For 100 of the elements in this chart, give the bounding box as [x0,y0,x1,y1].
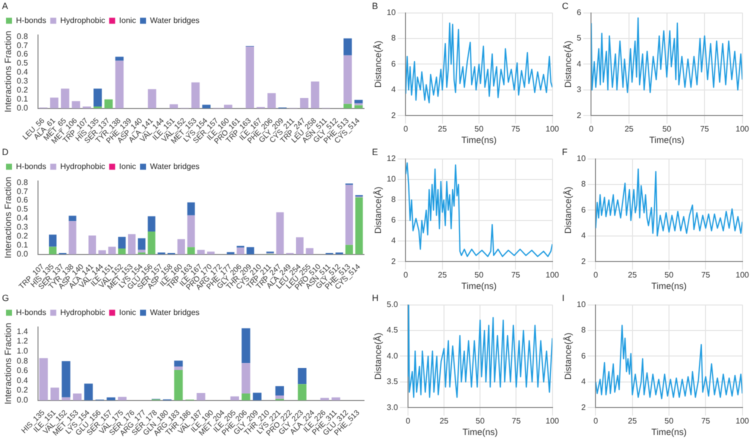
x-tick-label: 100 [546,270,560,280]
y-tick-label: 8 [581,180,586,189]
bar [275,386,284,396]
y-tick-label: 0.7 [16,186,28,196]
y-tick-label: 4.5 [386,326,398,335]
y-tick-label: 4 [391,85,396,94]
y-tick-label: 0.1 [16,240,28,250]
legend-label: Hydrophobic [60,308,106,318]
y-tick-label: 0.0 [16,250,28,259]
y-tick-label: 4.0 [386,351,398,360]
legend-label: Hydrophobic [60,162,106,172]
x-tick-label: 75 [512,416,522,426]
legend-label: Water bridges [150,16,200,26]
y-axis-title: Distance(Å) [562,186,573,234]
y-tick-label: 4 [581,231,586,240]
y-tick-label: 4 [576,59,582,68]
y-tick-label: 3.0 [386,402,398,412]
y-axis-title: Distance(Å) [562,332,573,380]
y-tick-label: 6 [391,59,396,68]
bar [298,384,306,400]
x-tick-label: 0 [593,416,598,426]
bar [108,246,116,254]
y-tick-label: 10 [576,154,586,164]
x-tick-label: 25 [628,416,638,426]
bar [94,88,102,107]
bar [60,88,70,108]
y-tick-label: 10 [386,8,396,18]
bar [242,363,250,394]
chart-title: B [372,0,378,11]
x-tick-label: 50 [474,124,484,134]
bar [296,237,304,254]
y-axis-title: Interactions Fraction [2,322,13,404]
bar [115,56,124,61]
bar [276,212,284,254]
bar [310,81,320,108]
bar [50,388,60,400]
y-tick-label: 0.2 [16,386,28,395]
bar [344,55,352,104]
x-tick-label: 0 [589,124,594,134]
y-tick-label: 1.4 [16,326,28,336]
bar [72,101,80,108]
x-tick-label: 0 [593,270,598,280]
bar [187,202,195,216]
bar [196,392,206,400]
y-tick-label: 2 [391,110,396,120]
x-axis-title: Time(ns) [651,427,687,438]
bar [345,184,353,245]
bar [148,89,156,108]
y-tick-label: 4 [391,236,396,246]
bar [191,82,200,108]
bar [104,99,113,108]
bar [187,247,195,254]
y-tick-label: 0.3 [16,222,28,232]
bar [344,38,352,56]
bar [115,60,124,108]
x-tick-label: 0 [403,270,408,280]
x-tick-label: 50 [476,416,486,426]
legend-label: Water bridges [150,308,200,318]
x-axis-title: Time(ns) [462,427,498,438]
y-tick-label: 0.8 [16,32,28,41]
y-tick-label: 0.4 [16,214,28,223]
y-tick-label: 0.6 [16,366,28,376]
y-tick-label: 8 [391,34,396,43]
bar [236,248,244,254]
y-tick-label: 2 [581,402,586,412]
y-tick-label: 0.8 [16,356,28,366]
y-tick-label: 3 [576,85,582,94]
chart-title: F [562,146,568,157]
y-tick-label: 0.0 [16,396,28,405]
bar [345,244,353,254]
bar [84,384,93,400]
bar [252,392,262,400]
chart-title: D [2,146,9,157]
bar [275,395,284,399]
chart-title: I [562,292,565,303]
y-tick-label: 1.2 [16,336,28,346]
bar [354,105,363,108]
chart-title: A [2,0,8,11]
legend-label: H-bonds [16,162,46,172]
chart-title: G [2,292,10,303]
bar [138,238,146,250]
bar [344,104,352,108]
bar [138,250,146,253]
bar [300,98,308,108]
bar [174,366,183,370]
x-tick-label: 75 [701,270,711,280]
x-tick-label: 75 [700,124,710,134]
y-tick-label: 0.2 [16,232,28,241]
bar [306,248,314,254]
bar [246,247,254,254]
x-tick-label: 75 [701,416,711,426]
x-axis-title: Time(ns) [651,281,687,292]
x-tick-label: 25 [438,270,448,280]
x-axis-title: Time(ns) [461,135,497,146]
y-tick-label: 2 [581,256,586,266]
x-tick-label: 50 [662,124,672,134]
bar [354,100,363,104]
y-tick-label: 0.3 [16,76,28,86]
bar [355,197,363,254]
y-tick-label: 1.0 [16,346,28,356]
